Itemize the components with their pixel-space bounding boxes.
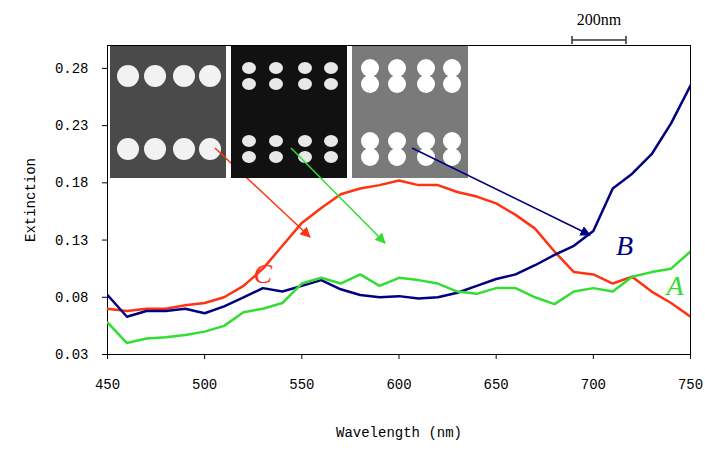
svg-text:0.23: 0.23 <box>55 118 89 134</box>
svg-text:A: A <box>664 270 684 301</box>
svg-text:600: 600 <box>386 377 411 393</box>
svg-text:500: 500 <box>192 377 217 393</box>
svg-text:450: 450 <box>95 377 120 393</box>
svg-text:550: 550 <box>289 377 314 393</box>
svg-text:Extinction: Extinction <box>23 158 39 242</box>
svg-text:750: 750 <box>678 377 703 393</box>
svg-text:0.13: 0.13 <box>55 233 89 249</box>
svg-text:700: 700 <box>581 377 606 393</box>
svg-text:0.03: 0.03 <box>55 347 89 363</box>
svg-text:B: B <box>616 230 633 261</box>
svg-text:0.18: 0.18 <box>55 175 89 191</box>
svg-text:C: C <box>254 258 273 289</box>
svg-text:0.28: 0.28 <box>55 61 89 77</box>
svg-text:650: 650 <box>484 377 509 393</box>
svg-text:200nm: 200nm <box>577 11 622 28</box>
svg-text:0.08: 0.08 <box>55 290 89 306</box>
svg-text:Wavelength (nm): Wavelength (nm) <box>336 425 462 441</box>
